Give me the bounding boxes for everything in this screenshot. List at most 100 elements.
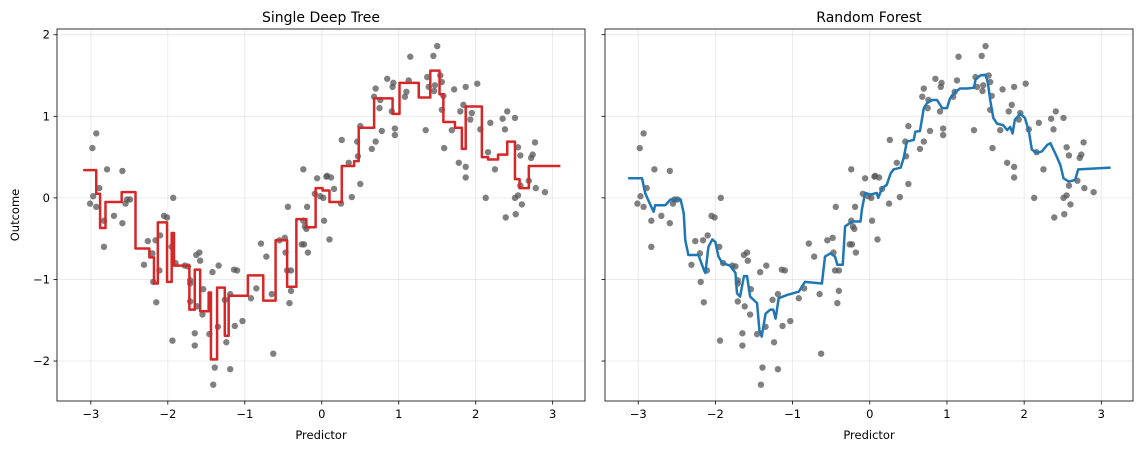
x-tick-label: 0 (866, 407, 873, 421)
data-point (746, 311, 754, 318)
data-point (327, 174, 335, 181)
data-point (795, 295, 802, 302)
data-point (169, 337, 176, 344)
data-point (86, 200, 94, 207)
data-point (1065, 182, 1073, 189)
data-point (196, 249, 203, 256)
data-point (499, 115, 506, 122)
data-point (700, 299, 708, 306)
data-point (875, 174, 883, 181)
data-point (457, 108, 464, 115)
data-point (287, 267, 295, 274)
data-point (1030, 194, 1038, 202)
data-point (345, 159, 352, 166)
data-point (817, 350, 825, 357)
data-point (919, 93, 926, 100)
x-tick-label: 3 (549, 407, 556, 421)
data-point (753, 330, 761, 338)
data-point (1022, 80, 1029, 87)
data-point (210, 381, 217, 388)
panel-random-forest: Random Forest Predictor −3 −2 −1 0 1 2 3 (601, 10, 1134, 442)
data-point (970, 126, 978, 134)
data-point (541, 188, 549, 196)
data-point (824, 237, 831, 244)
data-point (268, 290, 275, 298)
data-point (368, 145, 375, 153)
data-point (270, 350, 277, 357)
data-point (504, 108, 511, 115)
data-point (378, 127, 386, 135)
data-point (247, 295, 255, 302)
data-point (861, 175, 869, 182)
data-point (763, 262, 770, 269)
data-point (123, 196, 131, 203)
x-axis-label: Predictor (295, 428, 347, 442)
data-point (149, 250, 156, 257)
data-point (1063, 144, 1070, 151)
data-point (938, 79, 945, 87)
data-point (774, 365, 782, 373)
data-point (648, 243, 655, 251)
data-point (634, 200, 641, 207)
data-point (779, 322, 786, 330)
data-point (835, 267, 843, 274)
data-point (391, 125, 399, 132)
data-point (704, 232, 711, 239)
data-point (939, 131, 947, 139)
y-tick-label: 0 (43, 191, 50, 205)
data-point (300, 166, 307, 173)
data-point (1060, 114, 1067, 122)
data-point (532, 184, 539, 192)
data-point (651, 166, 658, 173)
data-point (1065, 152, 1073, 159)
data-point (200, 286, 207, 293)
data-point (338, 136, 345, 144)
data-point (1063, 192, 1070, 199)
data-point (936, 108, 944, 115)
plot-area (83, 42, 561, 388)
data-point (191, 330, 198, 337)
data-point (257, 240, 265, 247)
data-point (140, 261, 148, 268)
panel-single-deep-tree: Single Deep Tree Predictor Outcome −3 −2 −… (8, 10, 586, 442)
data-point (1080, 139, 1087, 146)
data-point (989, 144, 996, 152)
data-point (868, 217, 876, 224)
x-tick-label: 2 (1020, 407, 1027, 421)
data-point (372, 138, 379, 145)
data-point (403, 88, 410, 96)
data-point (390, 79, 397, 87)
data-point (191, 342, 198, 349)
data-point (848, 166, 855, 173)
data-point (1047, 115, 1055, 122)
data-point (744, 257, 752, 264)
data-point (978, 52, 985, 60)
data-point (163, 214, 171, 221)
data-point (434, 42, 441, 50)
data-point (462, 163, 469, 171)
data-point (89, 193, 97, 200)
data-point (1061, 210, 1068, 218)
data-point (810, 253, 818, 260)
data-point (711, 214, 718, 221)
data-point (462, 83, 469, 91)
data-point (1050, 126, 1057, 133)
data-point (939, 125, 947, 132)
data-point (430, 87, 438, 95)
data-point (829, 234, 836, 242)
data-point (287, 287, 295, 295)
data-point (89, 144, 96, 152)
data-point (482, 194, 489, 202)
data-point (982, 42, 989, 50)
data-point (511, 114, 519, 122)
x-tick-label: 1 (395, 407, 402, 421)
y-tick-label: −2 (33, 354, 50, 368)
data-point (263, 253, 270, 260)
data-point (774, 290, 782, 298)
data-point (468, 109, 476, 117)
data-point (424, 73, 431, 81)
data-point (284, 203, 292, 211)
data-point (896, 193, 904, 201)
data-point (835, 287, 843, 295)
data-point (920, 85, 928, 92)
